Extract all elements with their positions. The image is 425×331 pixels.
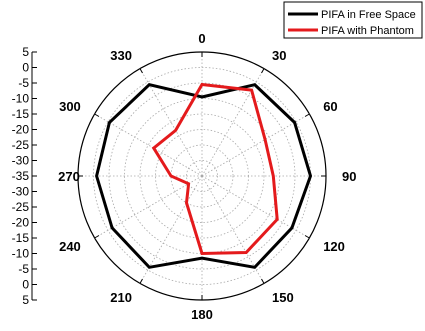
- outer-tick: [304, 235, 310, 239]
- angle-label: 330: [110, 48, 132, 63]
- legend-label: PIFA in Free Space: [321, 9, 416, 21]
- angle-label: 270: [58, 169, 80, 184]
- angle-label: 150: [272, 290, 294, 305]
- radial-tick-label: 0: [22, 61, 29, 75]
- radial-tick-label: -20: [12, 216, 30, 230]
- series-line-0: [95, 83, 313, 269]
- legend-box: [283, 1, 423, 39]
- angle-label: 210: [110, 290, 132, 305]
- radial-tick-label: -35: [12, 169, 30, 183]
- radial-tick-label: 5: [22, 45, 29, 59]
- angle-labels: 0 30 60 90 120 150 180 210 240 300 330: [59, 31, 356, 322]
- legend: PIFA in Free Space PIFA with Phantom: [283, 1, 423, 39]
- polar-grid: [77, 51, 327, 301]
- radial-tick-label: -25: [12, 138, 30, 152]
- outer-tick: [304, 113, 310, 117]
- radial-tick-label: -30: [12, 185, 30, 199]
- radial-tick-label: -10: [12, 247, 30, 261]
- radial-tick-label: -10: [12, 92, 30, 106]
- angle-label: 180: [191, 307, 213, 322]
- outer-tick: [94, 235, 100, 239]
- radial-tick-label: -15: [12, 231, 30, 245]
- radial-tick-label: 5: [22, 293, 29, 307]
- radial-tick-label: -30: [12, 154, 30, 168]
- radial-tick-label: -5: [18, 262, 29, 276]
- angle-label: 240: [59, 239, 81, 254]
- radial-tick-label: -25: [12, 200, 30, 214]
- radial-tick-label: -15: [12, 107, 30, 121]
- outer-tick: [261, 278, 265, 284]
- legend-label: PIFA with Phantom: [321, 25, 414, 37]
- radial-axis: 50-5-10-15-20-25-30-35-30-25-20-15-10-50…: [12, 45, 80, 307]
- angle-label: 0: [198, 31, 205, 46]
- outer-tick: [139, 68, 143, 74]
- angle-label: 300: [59, 99, 81, 114]
- outer-tick: [139, 278, 143, 284]
- radial-tick-label: -5: [18, 76, 29, 90]
- series-line-1: [151, 82, 279, 256]
- grid-circle: [139, 113, 265, 239]
- angle-label: 30: [272, 48, 286, 63]
- radial-tick-label: -20: [12, 123, 30, 137]
- series-layer: [95, 82, 313, 269]
- angle-label: 90: [342, 169, 356, 184]
- outer-tick: [94, 113, 100, 117]
- radial-tick-label: 0: [22, 278, 29, 292]
- angle-label: 120: [323, 239, 345, 254]
- angle-label: 60: [323, 99, 337, 114]
- grid-circle: [170, 144, 234, 208]
- outer-tick: [261, 68, 265, 74]
